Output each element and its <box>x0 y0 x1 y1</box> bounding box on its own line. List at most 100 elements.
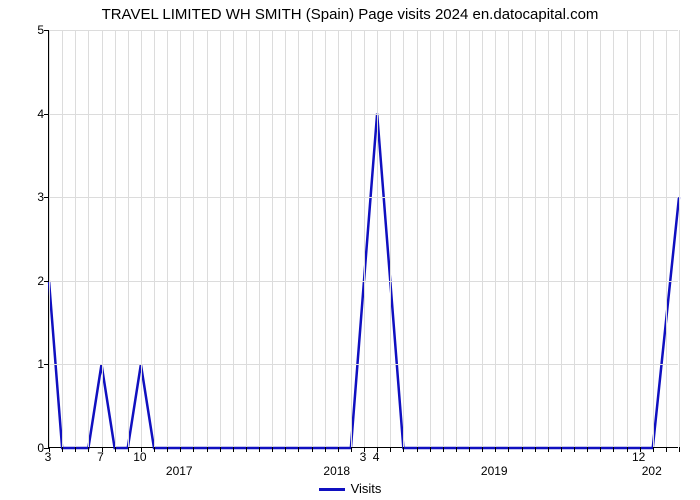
x-tick <box>627 447 628 452</box>
x-axis-label-year: 202 <box>642 464 662 478</box>
grid-line-v <box>495 30 496 447</box>
grid-line-v <box>679 30 680 447</box>
x-tick <box>220 447 221 452</box>
grid-line-v <box>62 30 63 447</box>
grid-line-v <box>587 30 588 447</box>
grid-line-v <box>574 30 575 447</box>
grid-line-v <box>167 30 168 447</box>
x-tick <box>325 447 326 452</box>
legend: Visits <box>0 481 700 496</box>
y-axis-label: 2 <box>37 274 44 288</box>
x-tick <box>535 447 536 452</box>
chart-title: TRAVEL LIMITED WH SMITH (Spain) Page vis… <box>0 6 700 23</box>
grid-line-v <box>613 30 614 447</box>
x-tick <box>403 447 404 452</box>
x-tick <box>259 447 260 452</box>
x-tick <box>574 447 575 452</box>
grid-line-v <box>377 30 378 447</box>
x-tick <box>128 447 129 452</box>
grid-line-v <box>600 30 601 447</box>
grid-line-v <box>312 30 313 447</box>
x-axis-label-month: 3 <box>360 450 367 464</box>
y-axis-label: 1 <box>37 357 44 371</box>
x-axis-label-year: 2018 <box>323 464 350 478</box>
grid-line-v <box>180 30 181 447</box>
grid-line-v <box>128 30 129 447</box>
grid-line-v <box>325 30 326 447</box>
grid-line-v <box>141 30 142 447</box>
grid-line-v <box>154 30 155 447</box>
x-tick <box>587 447 588 452</box>
grid-line-v <box>403 30 404 447</box>
grid-line-v <box>508 30 509 447</box>
x-tick <box>351 447 352 452</box>
x-tick <box>495 447 496 452</box>
x-tick <box>154 447 155 452</box>
x-tick <box>522 447 523 452</box>
grid-line-v <box>233 30 234 447</box>
grid-line-v <box>666 30 667 447</box>
grid-line-v <box>456 30 457 447</box>
x-axis-label-year: 2017 <box>166 464 193 478</box>
x-tick <box>666 447 667 452</box>
x-tick <box>600 447 601 452</box>
x-tick <box>653 447 654 452</box>
grid-line-v <box>193 30 194 447</box>
x-tick <box>548 447 549 452</box>
grid-line-v <box>220 30 221 447</box>
x-axis-label-month: 12 <box>632 450 645 464</box>
x-tick <box>679 447 680 452</box>
x-tick <box>430 447 431 452</box>
x-tick <box>62 447 63 452</box>
x-tick <box>180 447 181 452</box>
x-tick <box>272 447 273 452</box>
grid-line-v <box>561 30 562 447</box>
grid-line-v <box>75 30 76 447</box>
x-tick <box>298 447 299 452</box>
x-tick <box>482 447 483 452</box>
grid-line-v <box>259 30 260 447</box>
grid-line-v <box>364 30 365 447</box>
x-tick <box>338 447 339 452</box>
x-tick <box>561 447 562 452</box>
y-axis-label: 5 <box>37 23 44 37</box>
x-tick <box>88 447 89 452</box>
grid-line-v <box>443 30 444 447</box>
x-tick <box>246 447 247 452</box>
grid-line-v <box>482 30 483 447</box>
grid-line-v <box>548 30 549 447</box>
x-tick <box>508 447 509 452</box>
x-tick <box>312 447 313 452</box>
grid-line-v <box>535 30 536 447</box>
x-tick <box>207 447 208 452</box>
x-axis-label-month: 7 <box>97 450 104 464</box>
grid-line-v <box>88 30 89 447</box>
grid-line-v <box>469 30 470 447</box>
x-axis-label-month: 4 <box>373 450 380 464</box>
grid-line-v <box>351 30 352 447</box>
grid-line-v <box>522 30 523 447</box>
grid-line-v <box>272 30 273 447</box>
y-axis-label: 0 <box>37 441 44 455</box>
grid-line-v <box>430 30 431 447</box>
x-tick <box>456 447 457 452</box>
x-tick <box>613 447 614 452</box>
grid-line-v <box>627 30 628 447</box>
y-axis-label: 3 <box>37 190 44 204</box>
plot-area <box>48 30 678 448</box>
x-tick <box>390 447 391 452</box>
x-tick <box>285 447 286 452</box>
grid-line-v <box>338 30 339 447</box>
grid-line-v <box>285 30 286 447</box>
grid-line-v <box>207 30 208 447</box>
x-axis-label-year: 2019 <box>481 464 508 478</box>
x-tick <box>443 447 444 452</box>
legend-label: Visits <box>351 481 382 496</box>
x-tick <box>233 447 234 452</box>
grid-line-v <box>653 30 654 447</box>
grid-line-v <box>298 30 299 447</box>
grid-line-v <box>390 30 391 447</box>
grid-line-v <box>640 30 641 447</box>
y-axis-label: 4 <box>37 107 44 121</box>
legend-swatch <box>319 488 345 491</box>
